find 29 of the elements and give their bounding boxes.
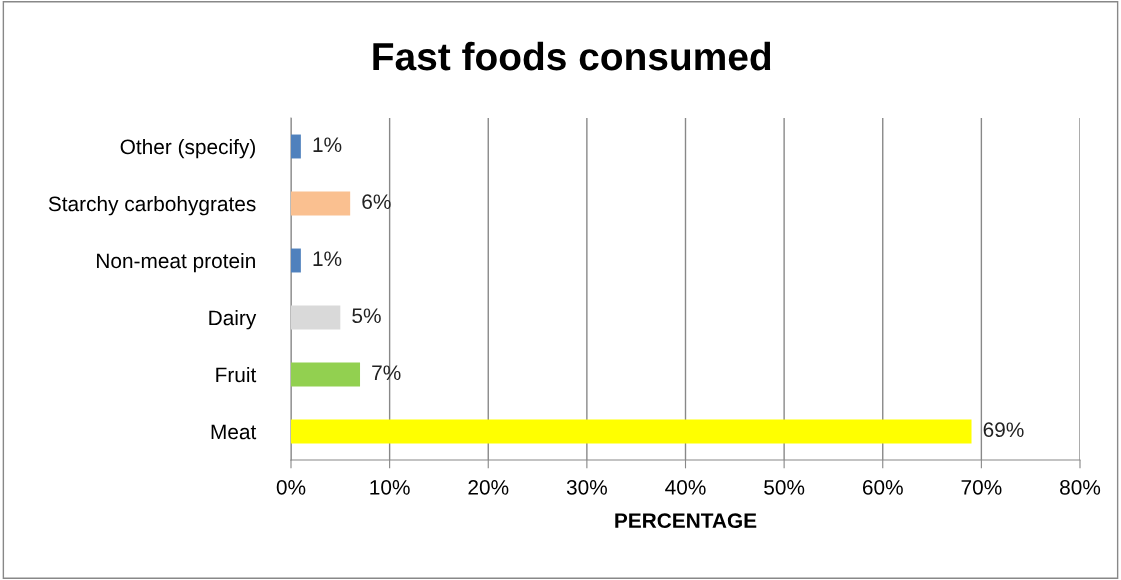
data-label: 7% <box>372 365 401 381</box>
data-label: 1% <box>313 251 342 267</box>
y-tick-label: Dairy <box>209 309 257 330</box>
y-tick-label: Other (specify) <box>120 138 255 159</box>
x-tick-label: 20% <box>468 479 509 495</box>
x-tick-label: 60% <box>862 479 903 495</box>
bar <box>291 362 361 387</box>
bar <box>291 419 972 444</box>
x-tick-label: 40% <box>665 479 706 495</box>
x-tick-label: 80% <box>1060 479 1101 495</box>
y-tick-label: Fruit <box>216 366 257 383</box>
bar <box>291 248 301 273</box>
chart-title: Fast foods consumed <box>373 41 771 71</box>
data-label: 5% <box>352 308 381 324</box>
x-tick-label: 50% <box>764 479 805 495</box>
y-tick-label: Non-meat protein <box>97 252 255 273</box>
data-label: 69% <box>983 422 1024 438</box>
data-label: 1% <box>313 137 342 153</box>
y-tick-label: Starchy carbohygrates <box>48 195 256 216</box>
x-tick-label: 70% <box>961 479 1002 495</box>
y-tick-label: Meat <box>211 424 257 440</box>
bar <box>291 305 341 330</box>
x-tick-label: 0% <box>276 479 306 495</box>
bar <box>291 191 351 216</box>
x-tick-label: 30% <box>566 479 607 495</box>
bar <box>291 134 301 159</box>
x-axis-title: PERCENTAGE <box>615 513 757 529</box>
x-tick-label: 10% <box>370 479 410 495</box>
data-label: 6% <box>362 194 391 210</box>
